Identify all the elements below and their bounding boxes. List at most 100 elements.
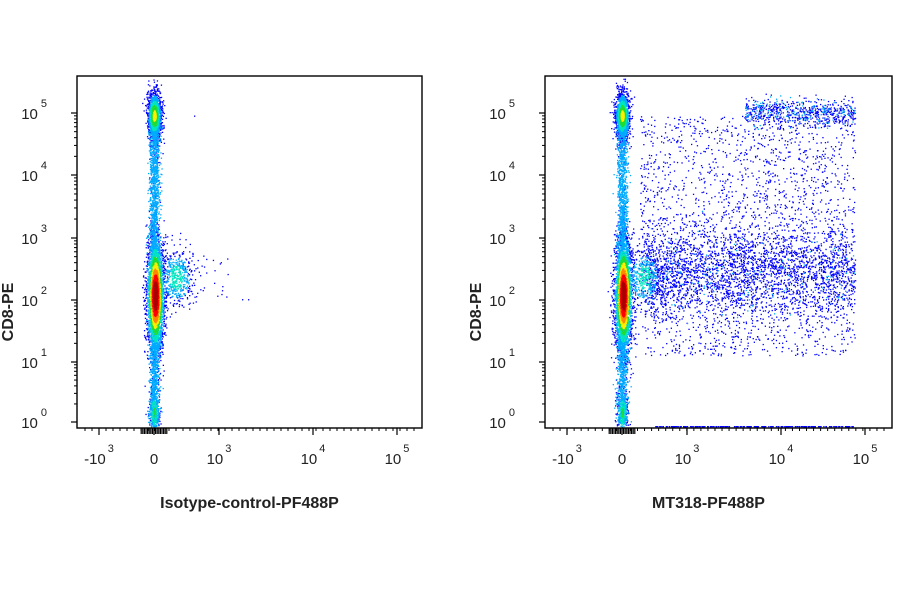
data-point [176, 263, 177, 264]
data-point [145, 272, 146, 273]
data-point [161, 183, 162, 184]
data-point [157, 195, 158, 196]
data-point [192, 254, 193, 255]
data-point [171, 288, 172, 289]
data-point [195, 268, 196, 269]
data-point [154, 175, 155, 176]
data-point [153, 151, 154, 152]
data-point [155, 203, 156, 204]
data-point [157, 174, 158, 175]
data-point [156, 207, 157, 208]
data-point [147, 355, 148, 356]
data-point [170, 276, 171, 277]
data-point [153, 169, 154, 170]
data-point [147, 255, 148, 256]
data-point [148, 145, 149, 146]
data-point [152, 214, 153, 215]
data-point [158, 143, 159, 144]
data-point [156, 405, 157, 406]
data-point [155, 145, 156, 146]
data-point [183, 293, 184, 294]
data-point [154, 174, 155, 175]
data-point [160, 233, 161, 234]
data-point [159, 417, 160, 418]
data-point [156, 143, 157, 144]
data-point [153, 150, 154, 151]
data-point [191, 291, 192, 292]
data-point [157, 95, 158, 96]
data-point [153, 371, 154, 372]
data-point [150, 182, 151, 183]
data-point [179, 256, 180, 257]
data-point [148, 239, 149, 240]
data-point [158, 401, 159, 402]
data-point [180, 294, 181, 295]
data-point [193, 303, 194, 304]
data-point [153, 373, 154, 374]
data-point [158, 252, 159, 253]
data-point [153, 396, 154, 397]
data-point [177, 288, 178, 289]
data-point [170, 259, 171, 260]
data-point [171, 262, 172, 263]
data-point [189, 258, 190, 259]
data-point [150, 197, 151, 198]
data-point [187, 297, 188, 298]
data-point [161, 168, 162, 169]
data-point [173, 253, 174, 254]
data-point [150, 186, 151, 187]
data-point [200, 275, 201, 276]
data-point [160, 360, 161, 361]
data-point [162, 354, 163, 355]
data-point [165, 326, 166, 327]
data-point [157, 360, 158, 361]
data-point [180, 267, 181, 268]
data-point [153, 394, 154, 395]
data-point [157, 167, 158, 168]
data-point [161, 258, 162, 259]
data-point [146, 268, 147, 269]
data-point [169, 274, 170, 275]
data-point [154, 186, 155, 187]
data-point [184, 284, 185, 285]
data-point [156, 151, 157, 152]
data-point [154, 200, 155, 201]
data-point [162, 111, 163, 112]
data-point [154, 87, 155, 88]
data-point [173, 266, 174, 267]
left-dot-plot: -1030 103104105100101102103104105Isotype-… [0, 76, 422, 512]
data-point [152, 145, 153, 146]
data-point [186, 288, 187, 289]
data-point [160, 136, 161, 137]
data-point [149, 424, 150, 425]
data-point [150, 225, 151, 226]
data-point [146, 295, 147, 296]
data-point [154, 137, 155, 138]
data-point [198, 260, 199, 261]
data-point [153, 234, 154, 235]
data-point [161, 257, 162, 258]
data-point [165, 307, 166, 308]
data-point [165, 281, 166, 282]
data-point [159, 414, 160, 415]
data-point [153, 163, 154, 164]
data-point [178, 269, 179, 270]
data-point [153, 399, 154, 400]
data-point [187, 272, 188, 273]
data-point [161, 243, 162, 244]
data-point [164, 127, 165, 128]
data-point [146, 105, 147, 106]
data-point [157, 228, 158, 229]
data-point [169, 286, 170, 287]
data-point [164, 261, 165, 262]
data-point [160, 163, 161, 164]
data-point [187, 286, 188, 287]
data-point [185, 288, 186, 289]
data-point [160, 345, 161, 346]
data-point [167, 291, 168, 292]
data-point [163, 299, 164, 300]
data-point [164, 143, 165, 144]
data-point [152, 152, 153, 153]
data-point [156, 135, 157, 136]
data-point [148, 298, 149, 299]
